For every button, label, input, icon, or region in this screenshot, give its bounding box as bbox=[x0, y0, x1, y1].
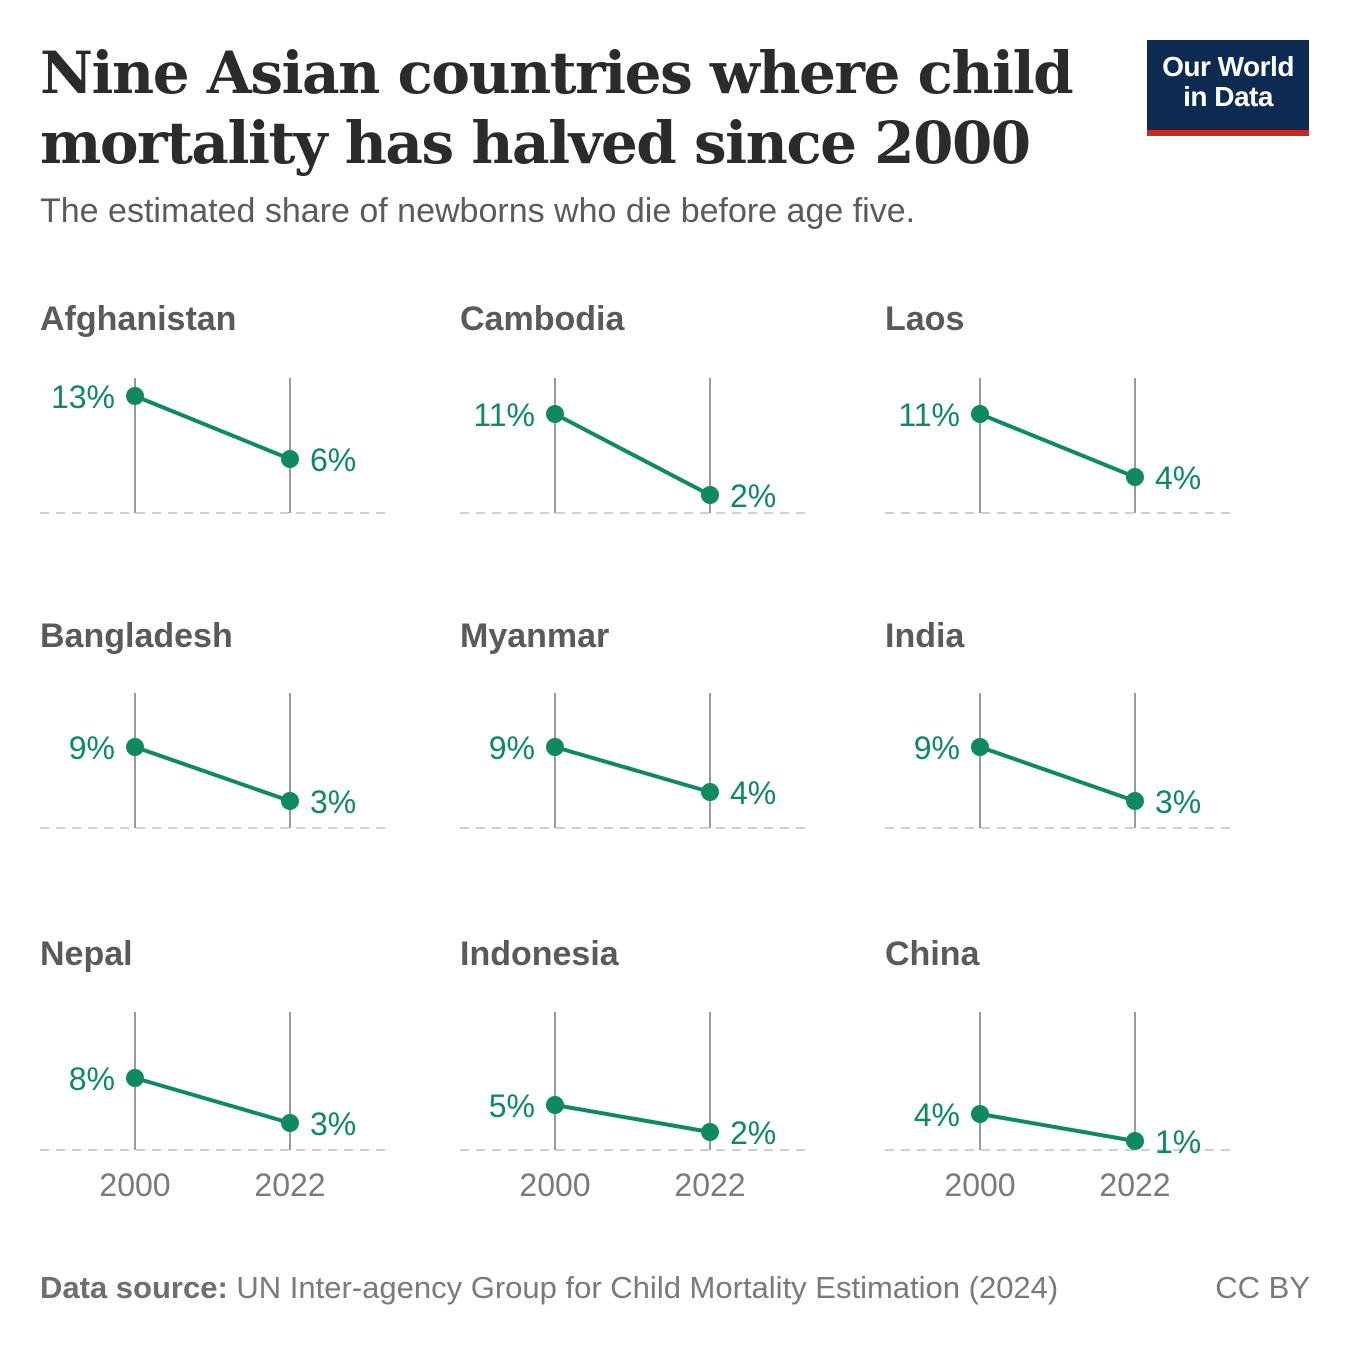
panel-myanmar: Myanmar 9% 4% bbox=[460, 617, 805, 829]
series-line-indonesia bbox=[553, 1103, 712, 1134]
panel-china: China 4% 1% 2000 2022 bbox=[885, 935, 1230, 1203]
logo-accent-bar bbox=[1147, 130, 1309, 136]
license-link[interactable]: CC BY bbox=[1215, 1270, 1310, 1305]
panel-title-laos: Laos bbox=[885, 300, 964, 338]
data-label-2022-afghanistan: 6% bbox=[310, 442, 356, 478]
data-label-2000-myanmar: 9% bbox=[489, 730, 535, 766]
point-2000-laos bbox=[971, 405, 989, 423]
logo-line-2: in Data bbox=[1183, 81, 1273, 112]
data-label-2022-myanmar: 4% bbox=[730, 775, 776, 811]
data-label-2022-india: 3% bbox=[1155, 784, 1201, 820]
x-tick-2022-nepal: 2022 bbox=[254, 1167, 325, 1203]
data-label-2022-bangladesh: 3% bbox=[310, 784, 356, 820]
series-line-myanmar bbox=[553, 745, 712, 794]
panel-india: India 9% 3% bbox=[885, 617, 1230, 829]
x-tick-2000-china: 2000 bbox=[944, 1167, 1015, 1203]
point-2000-nepal bbox=[126, 1069, 144, 1087]
panel-laos: Laos 11% 4% bbox=[885, 300, 1230, 514]
logo-line-1: Our World bbox=[1162, 51, 1294, 82]
panel-title-china: China bbox=[885, 935, 981, 973]
data-label-2000-nepal: 8% bbox=[69, 1061, 115, 1097]
owid-logo[interactable]: Our World in Data bbox=[1147, 40, 1309, 136]
panel-indonesia: Indonesia 5% 2% 2000 2022 bbox=[460, 935, 805, 1203]
panel-cambodia: Cambodia 11% 2% bbox=[460, 300, 805, 514]
data-label-2022-laos: 4% bbox=[1155, 460, 1201, 496]
data-label-2000-cambodia: 11% bbox=[473, 397, 535, 433]
point-2000-cambodia bbox=[546, 405, 564, 423]
x-tick-2022-china: 2022 bbox=[1099, 1167, 1170, 1203]
point-2022-laos bbox=[1126, 468, 1144, 486]
data-label-2000-indonesia: 5% bbox=[489, 1088, 535, 1124]
data-label-2022-cambodia: 2% bbox=[730, 478, 776, 514]
panel-bangladesh: Bangladesh 9% 3% bbox=[40, 617, 385, 829]
data-label-2022-china: 1% bbox=[1155, 1124, 1201, 1160]
data-label-2000-bangladesh: 9% bbox=[69, 730, 115, 766]
chart-title: Nine Asian countries where child mortali… bbox=[40, 39, 1074, 177]
data-label-2022-nepal: 3% bbox=[310, 1106, 356, 1142]
panel-title-cambodia: Cambodia bbox=[460, 300, 625, 338]
x-tick-2000-indonesia: 2000 bbox=[519, 1167, 590, 1203]
panel-title-indonesia: Indonesia bbox=[460, 935, 620, 973]
x-tick-2000-nepal: 2000 bbox=[99, 1167, 170, 1203]
point-2022-bangladesh bbox=[281, 792, 299, 810]
panel-nepal: Nepal 8% 3% 2000 2022 bbox=[40, 935, 385, 1203]
chart-subtitle: The estimated share of newborns who die … bbox=[40, 192, 916, 230]
panel-title-nepal: Nepal bbox=[40, 935, 133, 973]
point-2000-china bbox=[971, 1105, 989, 1123]
point-2022-indonesia bbox=[701, 1123, 719, 1141]
panel-title-afghanistan: Afghanistan bbox=[40, 300, 236, 338]
panel-title-bangladesh: Bangladesh bbox=[40, 617, 233, 655]
data-label-2000-laos: 11% bbox=[898, 397, 960, 433]
data-label-2000-afghanistan: 13% bbox=[51, 379, 115, 415]
footer: Data source: UN Inter-agency Group for C… bbox=[40, 1270, 1310, 1306]
point-2022-china bbox=[1126, 1132, 1144, 1150]
series-line-cambodia bbox=[553, 412, 712, 497]
point-2022-myanmar bbox=[701, 783, 719, 801]
panel-title-myanmar: Myanmar bbox=[460, 617, 609, 655]
series-line-nepal bbox=[133, 1076, 292, 1125]
data-label-2022-indonesia: 2% bbox=[730, 1115, 776, 1151]
series-line-india bbox=[978, 745, 1137, 803]
source-text: UN Inter-agency Group for Child Mortalit… bbox=[236, 1270, 1059, 1305]
data-label-2000-india: 9% bbox=[914, 730, 960, 766]
series-line-laos bbox=[978, 412, 1137, 479]
point-2022-cambodia bbox=[701, 486, 719, 504]
point-2000-indonesia bbox=[546, 1096, 564, 1114]
series-line-bangladesh bbox=[133, 745, 292, 803]
point-2000-afghanistan bbox=[126, 387, 144, 405]
panel-afghanistan: Afghanistan 13% 6% bbox=[40, 300, 385, 514]
x-tick-2022-indonesia: 2022 bbox=[674, 1167, 745, 1203]
point-2000-myanmar bbox=[546, 738, 564, 756]
point-2022-nepal bbox=[281, 1114, 299, 1132]
point-2022-afghanistan bbox=[281, 450, 299, 468]
panel-title-india: India bbox=[885, 617, 965, 655]
data-label-2000-china: 4% bbox=[914, 1097, 960, 1133]
point-2000-india bbox=[971, 738, 989, 756]
series-line-china bbox=[978, 1112, 1137, 1143]
point-2000-bangladesh bbox=[126, 738, 144, 756]
series-line-afghanistan bbox=[133, 394, 292, 461]
source-label: Data source: bbox=[40, 1270, 228, 1305]
point-2022-india bbox=[1126, 792, 1144, 810]
